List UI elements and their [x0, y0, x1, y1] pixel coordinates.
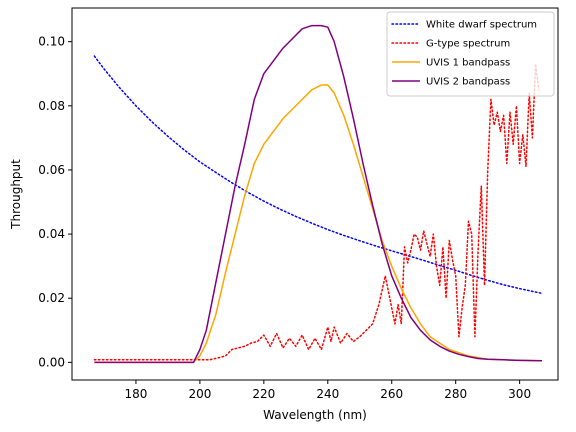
- y-tick-label: 0.08: [38, 99, 65, 113]
- y-tick-label: 0.06: [38, 163, 65, 177]
- series-line-1: [93, 55, 543, 295]
- x-tick-label: 300: [508, 387, 531, 401]
- x-tick-label: 200: [188, 387, 211, 401]
- series-line-3: [94, 84, 543, 364]
- legend-entry-label: White dwarf spectrum: [426, 20, 537, 31]
- legend: White dwarf spectrum G-type spectrum UVIS …: [386, 11, 555, 97]
- x-axis-label: Wavelength (nm): [263, 408, 367, 422]
- x-tick-label: 260: [380, 387, 403, 401]
- x-tick-label: 220: [252, 387, 275, 401]
- legend-entry-label: UVIS 2 bandpass: [426, 77, 510, 88]
- y-axis-label: Throughput: [9, 159, 23, 230]
- y-axis: 0.00 0.02 0.04 0.06 0.08 0.10: [38, 35, 72, 369]
- legend-box: [386, 11, 555, 97]
- x-axis: 180 200 220 240 260 280 300: [124, 380, 531, 401]
- legend-entry-label: G-type spectrum: [426, 39, 510, 50]
- series-layer: [93, 24, 543, 364]
- y-tick-label: 0.04: [38, 227, 65, 241]
- y-tick-label: 0.10: [38, 35, 65, 49]
- y-tick-label: 0.02: [38, 291, 65, 305]
- x-tick-label: 180: [124, 387, 147, 401]
- x-tick-label: 240: [316, 387, 339, 401]
- plot-frame: [71, 7, 559, 381]
- series-line-2: [93, 63, 540, 361]
- x-tick-label: 280: [444, 387, 467, 401]
- legend-entry-label: UVIS 1 bandpass: [426, 58, 510, 69]
- series-line-4: [94, 24, 543, 364]
- y-tick-label: 0.00: [38, 355, 65, 369]
